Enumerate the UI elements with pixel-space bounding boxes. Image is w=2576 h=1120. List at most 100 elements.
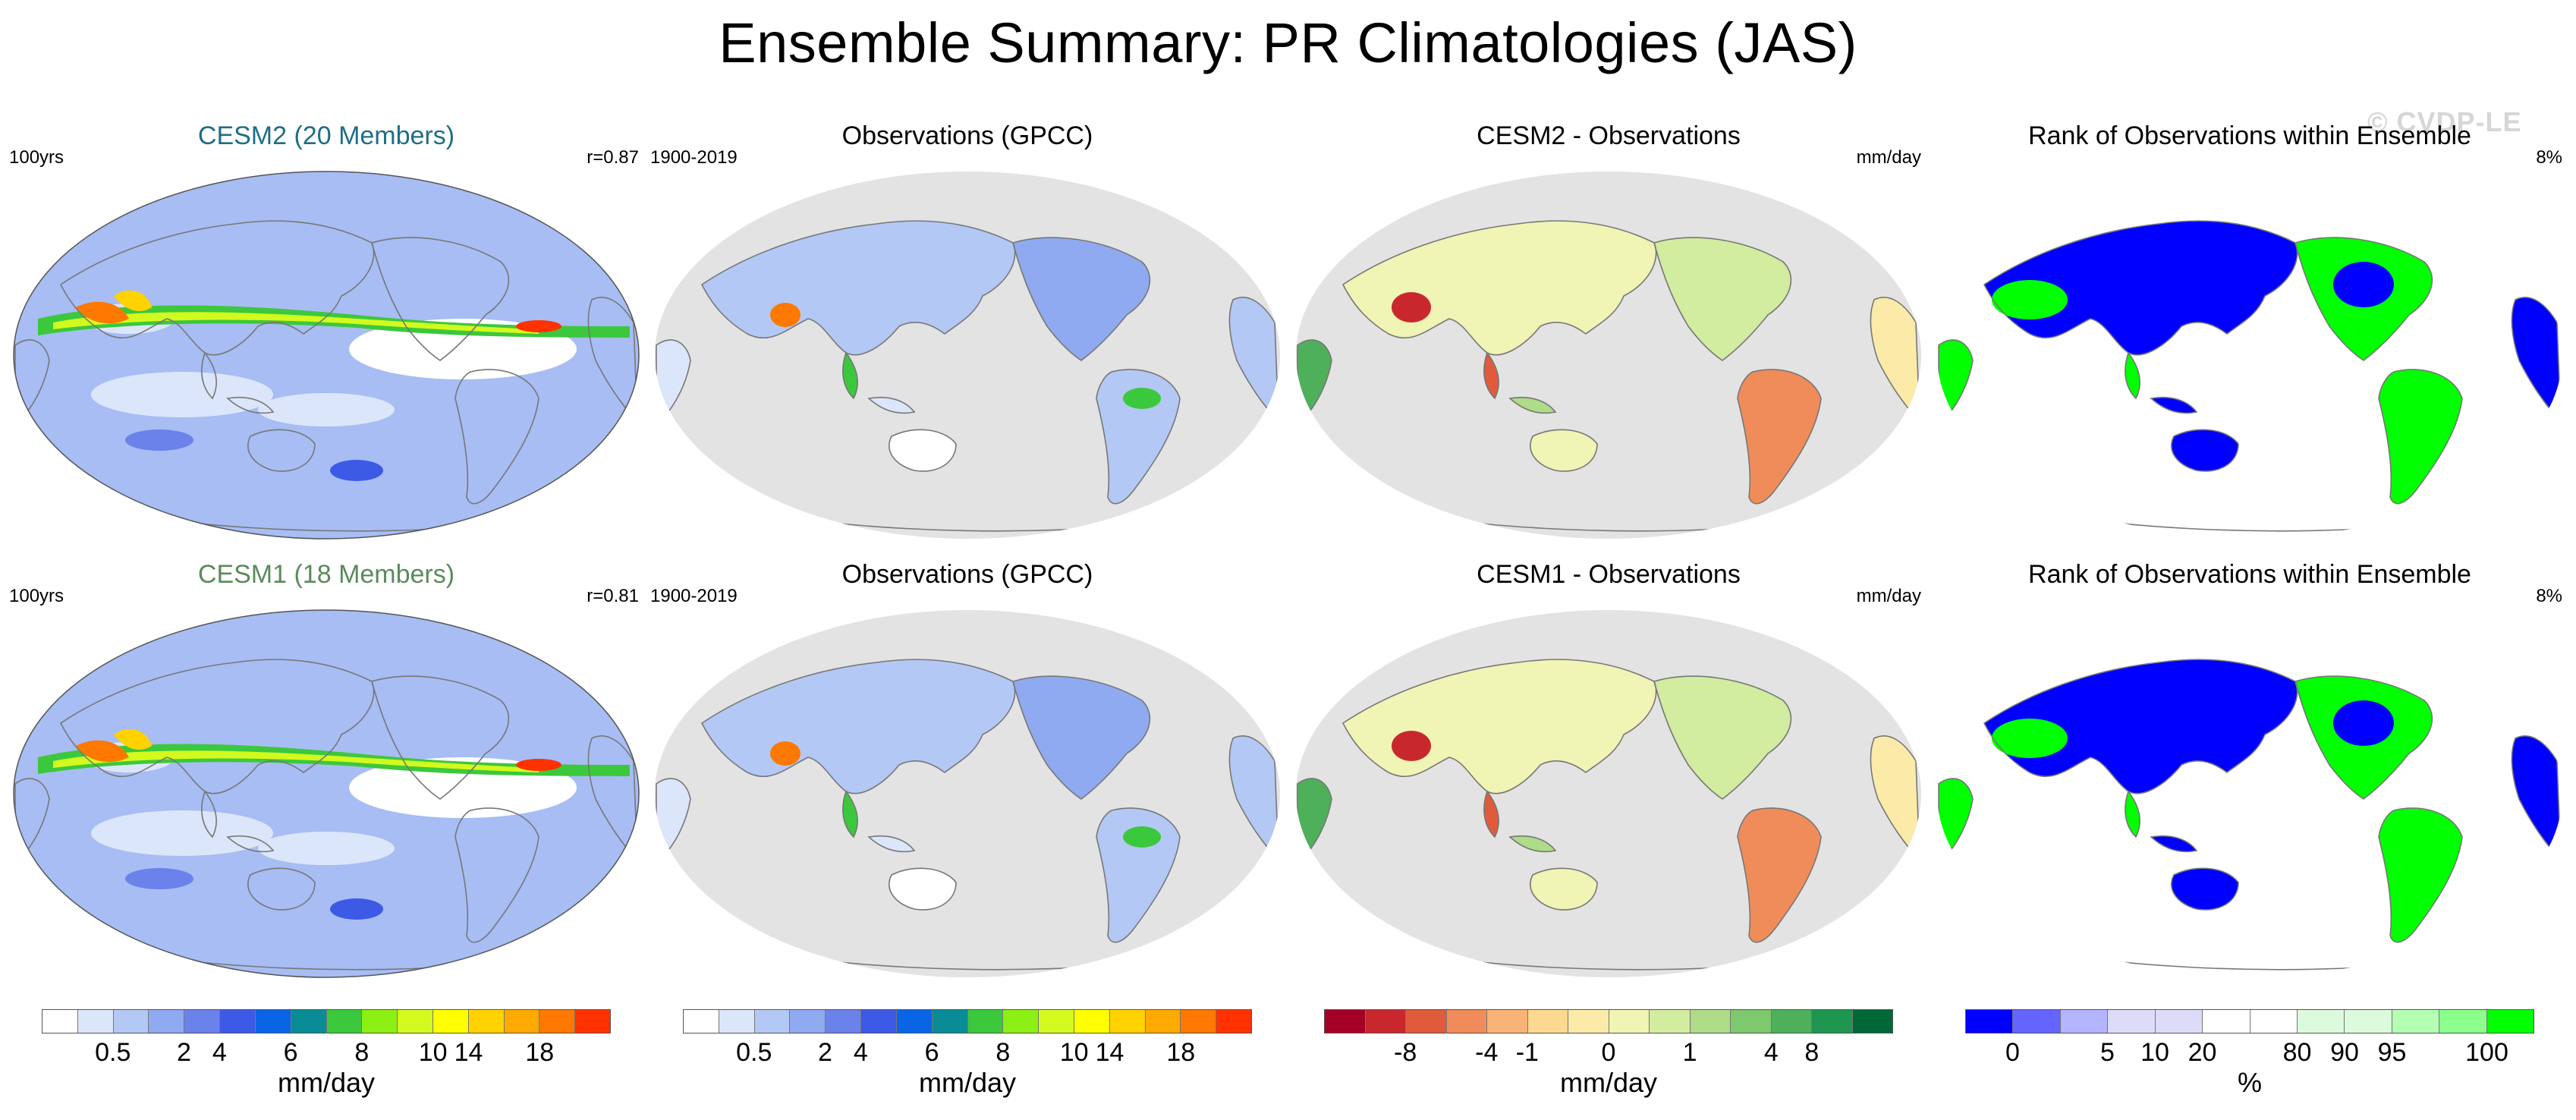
colorbar-swatch <box>2297 1010 2345 1033</box>
panel-left-label: 1900-2019 <box>650 147 738 168</box>
diff-map <box>1296 171 1921 539</box>
colorbar-swatch <box>1731 1010 1772 1033</box>
coastline <box>1653 237 1792 361</box>
map-area <box>8 167 645 546</box>
coastline <box>1096 369 1181 505</box>
colorbar-swatch <box>1109 1010 1146 1033</box>
colorbar-tick-label: -4 <box>1475 1038 1499 1067</box>
colorbar-tick-label: 0 <box>2005 1038 2020 1067</box>
colorbar-swatch <box>1966 1010 2014 1033</box>
colorbar-tick-label: 4 <box>1763 1038 1779 1067</box>
colorbar-swatch <box>1487 1010 1528 1033</box>
map-area <box>1290 606 1927 985</box>
coastline <box>889 867 957 911</box>
rank-map <box>1937 610 2562 977</box>
colorbar-swatch <box>1325 1010 1366 1033</box>
map-area <box>8 606 645 985</box>
panel-right-label: mm/day <box>1856 147 1921 168</box>
map-area <box>649 606 1286 985</box>
map-area <box>1931 167 2568 546</box>
coastline <box>2511 297 2562 423</box>
colorbar-swatch <box>896 1010 933 1033</box>
coastline <box>59 220 375 356</box>
colorbar-swatch <box>2345 1010 2392 1033</box>
colorbar-swatch <box>2108 1010 2156 1033</box>
coastline <box>1530 867 1598 911</box>
panel-right-label: mm/day <box>1856 586 1921 606</box>
watermark: © CVDP-LE <box>2367 106 2522 137</box>
colorbar-swatch <box>398 1010 433 1033</box>
coastline <box>1508 396 1557 414</box>
coastline <box>2378 807 2463 943</box>
panel-title: CESM1 - Observations <box>1477 560 1741 589</box>
colorbar-swatch <box>1074 1010 1110 1033</box>
coastline <box>1483 351 1499 400</box>
coastline <box>2171 429 2239 472</box>
rank-map <box>1937 171 2562 539</box>
colorbar-swatch <box>113 1010 149 1033</box>
colorbar-swatch <box>255 1010 291 1033</box>
coastline <box>1341 220 1657 356</box>
colorbar-swatch <box>826 1010 862 1033</box>
colorbar-swatch <box>719 1010 755 1033</box>
coastline <box>867 835 916 853</box>
colorbar-tick-label: 80 <box>2282 1038 2312 1067</box>
coastline <box>587 735 638 862</box>
panel-right-label: 8% <box>2536 147 2562 168</box>
colorbar-swatches <box>683 1009 1252 1033</box>
colorbar-swatch <box>1650 1010 1691 1033</box>
colorbar-tick-label: 0 <box>1601 1038 1616 1067</box>
colorbar-swatch <box>1527 1010 1568 1033</box>
colorbar-tick-label: 14 <box>454 1038 483 1067</box>
colorbar-swatch <box>684 1010 719 1033</box>
colorbar-swatch <box>1216 1010 1251 1033</box>
map-outline <box>13 609 640 978</box>
colorbar-swatch <box>291 1010 327 1033</box>
coastline <box>2378 369 2463 505</box>
colorbar-swatch <box>861 1010 897 1033</box>
colorbar-swatches <box>42 1009 611 1033</box>
panel-right-label: r=0.81 <box>587 586 639 606</box>
colorbar-tick-label: 2 <box>818 1038 832 1067</box>
map-area <box>1931 606 2568 985</box>
colorbar-swatch <box>362 1010 398 1033</box>
panel-title: CESM2 - Observations <box>1477 121 1741 150</box>
coastline <box>2125 351 2140 400</box>
colorbar-units: mm/day <box>277 1067 376 1098</box>
coastline <box>1737 369 1822 505</box>
colorbar-swatch <box>1609 1010 1650 1033</box>
colorbar-swatch <box>326 1010 363 1033</box>
coastline <box>867 396 916 414</box>
coastline <box>454 807 539 943</box>
map-panel-rank: Rank of Observations within Ensemble 8% <box>1931 560 2568 985</box>
colorbar-swatch <box>184 1010 221 1033</box>
colorbar-tick-label: 8 <box>354 1038 370 1067</box>
colorbar-swatch <box>432 1010 469 1033</box>
coastline <box>1870 735 1920 862</box>
panel-title: Observations (GPCC) <box>841 121 1093 150</box>
coastline <box>700 659 1016 794</box>
precip-colorbar-1: 0.5 2 4 6 8 10 14 18 mm/day <box>42 1009 611 1108</box>
coastline <box>1530 429 1598 472</box>
coastline <box>700 220 1016 356</box>
precip-colorbar-2: 0.5 2 4 6 8 10 14 18 mm/day <box>683 1009 1252 1108</box>
map-area <box>1290 167 1927 546</box>
colorbar-swatches <box>1965 1009 2534 1033</box>
coastline <box>2150 396 2198 414</box>
colorbar-swatch <box>220 1010 256 1033</box>
colorbar-swatch <box>2486 1010 2534 1033</box>
figure-title: Ensemble Summary: PR Climatologies (JAS) <box>719 11 1857 74</box>
colorbar-tick-label: 90 <box>2330 1038 2359 1067</box>
colorbar-swatch <box>42 1010 78 1033</box>
obs-map <box>655 610 1280 977</box>
coastline <box>587 297 638 423</box>
coastline <box>2294 237 2433 361</box>
map-panel-model: CESM2 (20 Members) 100yrs r=0.87 <box>8 121 645 546</box>
map-panel-model: CESM1 (18 Members) 100yrs r=0.81 <box>8 560 645 985</box>
coastline <box>247 867 316 911</box>
coastline <box>842 790 858 838</box>
colorbar-tick-label: 6 <box>924 1038 939 1067</box>
coastline <box>1096 807 1181 943</box>
coastline <box>1983 220 2298 356</box>
map-panel-diff: CESM2 - Observations mm/day <box>1290 121 1927 546</box>
